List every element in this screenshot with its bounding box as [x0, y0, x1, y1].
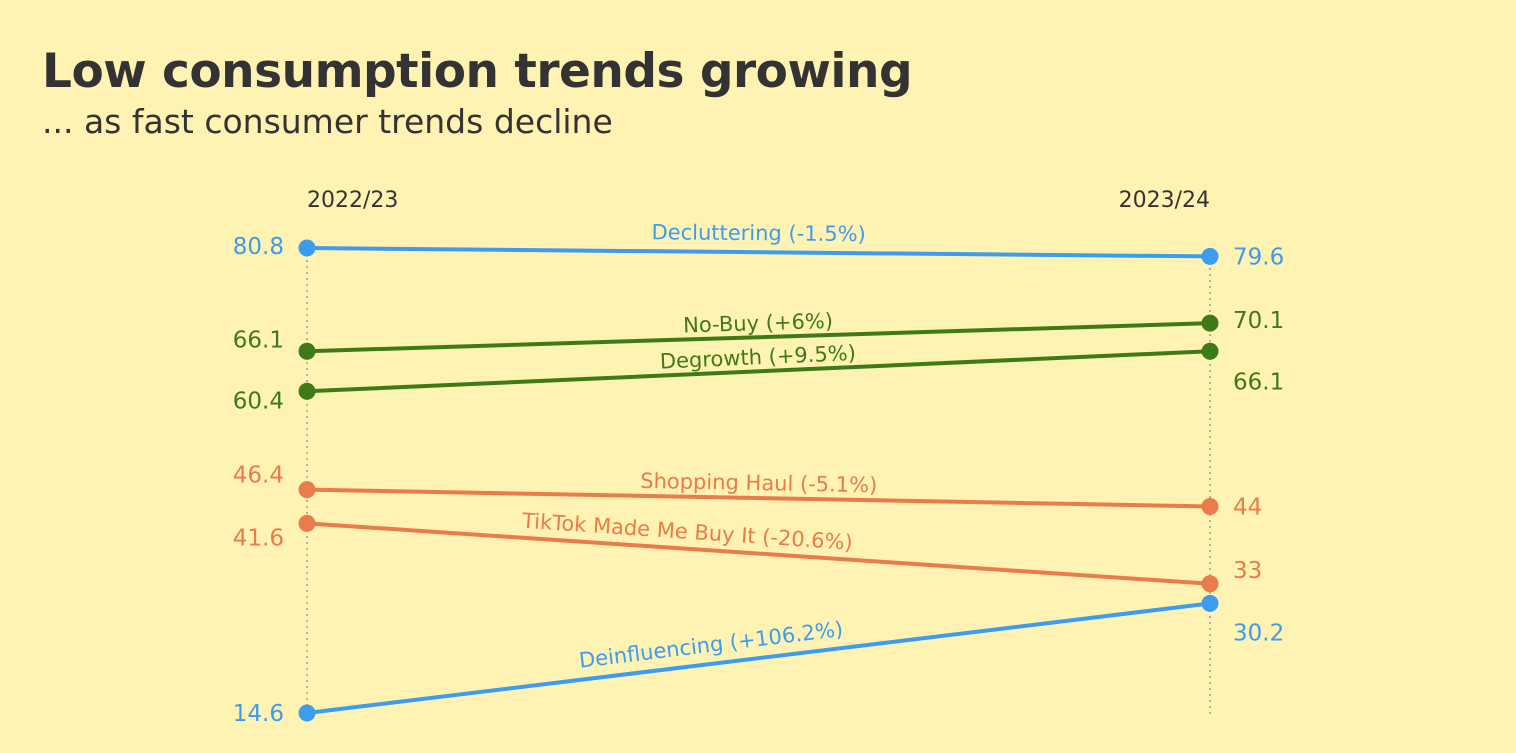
- series-line: [305, 246, 1212, 259]
- point-end: [1201, 575, 1219, 593]
- value-label-start: 60.4: [233, 388, 284, 414]
- series-label: Shopping Haul (-5.1%): [640, 469, 878, 497]
- series-1: 66.1 70.1 No-Buy (+6%): [233, 308, 1284, 360]
- point-start: [298, 239, 316, 257]
- series-0: 80.8 79.6 Decluttering (-1.5%): [233, 220, 1284, 270]
- value-label-end: 66.1: [1233, 369, 1284, 395]
- point-end: [1201, 247, 1219, 265]
- x-label-start: 2022/23: [307, 188, 398, 213]
- series-line: [305, 601, 1212, 715]
- series-label: No-Buy (+6%): [683, 309, 834, 338]
- x-label-end: 2023/24: [1119, 188, 1210, 213]
- value-label-end: 70.1: [1233, 308, 1284, 334]
- series-layer: 80.8 79.6 Decluttering (-1.5%) 66.1 70.1 No-B…: [233, 220, 1284, 727]
- point-end: [1201, 342, 1219, 360]
- value-label-start: 46.4: [233, 463, 284, 489]
- value-label-end: 79.6: [1233, 244, 1284, 270]
- value-label-start: 41.6: [233, 525, 284, 551]
- series-line: [305, 487, 1212, 509]
- series-line: [305, 321, 1212, 354]
- point-start: [298, 382, 316, 400]
- value-label-end: 44: [1233, 494, 1262, 520]
- value-label-end: 33: [1233, 558, 1262, 584]
- point-end: [1201, 497, 1219, 515]
- value-label-start: 80.8: [233, 234, 284, 260]
- point-end: [1201, 594, 1219, 612]
- series-line: [305, 349, 1212, 394]
- point-start: [298, 704, 316, 722]
- chart-title: Low consumption trends growing: [42, 44, 913, 99]
- chart-subtitle: ... as fast consumer trends decline: [42, 102, 613, 141]
- series-label: Decluttering (-1.5%): [651, 220, 865, 246]
- value-label-start: 66.1: [233, 327, 284, 353]
- point-start: [298, 481, 316, 499]
- value-label-end: 30.2: [1233, 620, 1284, 646]
- point-end: [1201, 314, 1219, 332]
- point-start: [298, 342, 316, 360]
- value-label-start: 14.6: [233, 701, 284, 727]
- point-start: [298, 514, 316, 532]
- series-line: [305, 521, 1212, 586]
- series-3: 46.4 44 Shopping Haul (-5.1%): [233, 463, 1263, 521]
